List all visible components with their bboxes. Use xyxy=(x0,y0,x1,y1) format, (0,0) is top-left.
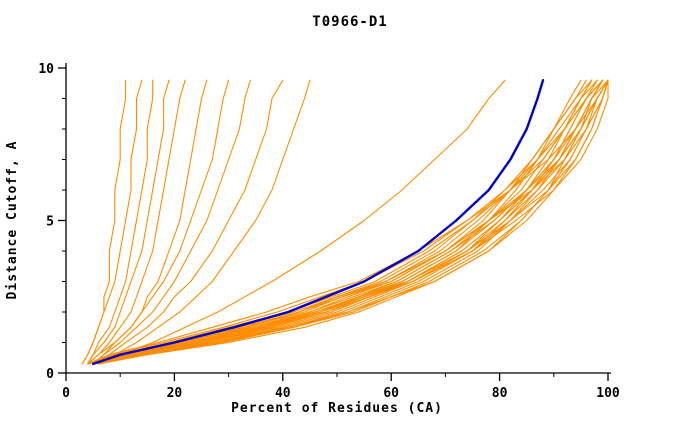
model-line xyxy=(92,79,609,365)
tick-label: 40 xyxy=(275,386,291,401)
tick-label: 5 xyxy=(46,215,54,230)
model-line xyxy=(97,79,506,365)
model-line xyxy=(92,79,284,365)
model-line xyxy=(87,79,609,365)
model-line xyxy=(92,79,609,365)
tick-label: 0 xyxy=(62,386,70,401)
model-line xyxy=(87,79,230,365)
tick-label: 20 xyxy=(167,386,183,401)
model-line xyxy=(97,79,598,365)
tick-label: 0 xyxy=(46,367,54,382)
model-line xyxy=(87,79,609,365)
model-line xyxy=(81,79,127,365)
model-line xyxy=(87,79,604,365)
model-line xyxy=(87,79,604,365)
x-axis-label: Percent of Residues (CA) xyxy=(231,401,443,416)
tick-label: 100 xyxy=(596,386,620,401)
model-line xyxy=(97,79,593,365)
model-line xyxy=(87,79,154,365)
tick-label: 80 xyxy=(492,386,508,401)
chart-title: T0966-D1 xyxy=(312,14,387,30)
model-line xyxy=(87,79,587,365)
highlighted-model-line xyxy=(91,78,545,366)
series-lines xyxy=(81,78,609,366)
model-line xyxy=(81,79,143,365)
y-axis-label: Distance Cutoff, A xyxy=(5,141,20,300)
model-line xyxy=(92,79,604,365)
model-line xyxy=(92,79,593,365)
model-line xyxy=(92,79,251,365)
model-line xyxy=(87,79,186,365)
model-line xyxy=(92,79,609,365)
model-line xyxy=(87,79,170,365)
model-line xyxy=(97,79,609,365)
model-line xyxy=(92,79,609,365)
tick-label: 10 xyxy=(38,62,54,77)
model-line xyxy=(97,79,609,365)
model-line xyxy=(92,79,609,365)
model-line xyxy=(97,79,604,365)
model-line xyxy=(97,79,604,365)
model-line xyxy=(97,79,311,365)
tick-label: 60 xyxy=(383,386,399,401)
model-line xyxy=(92,79,604,365)
model-line xyxy=(97,79,609,365)
